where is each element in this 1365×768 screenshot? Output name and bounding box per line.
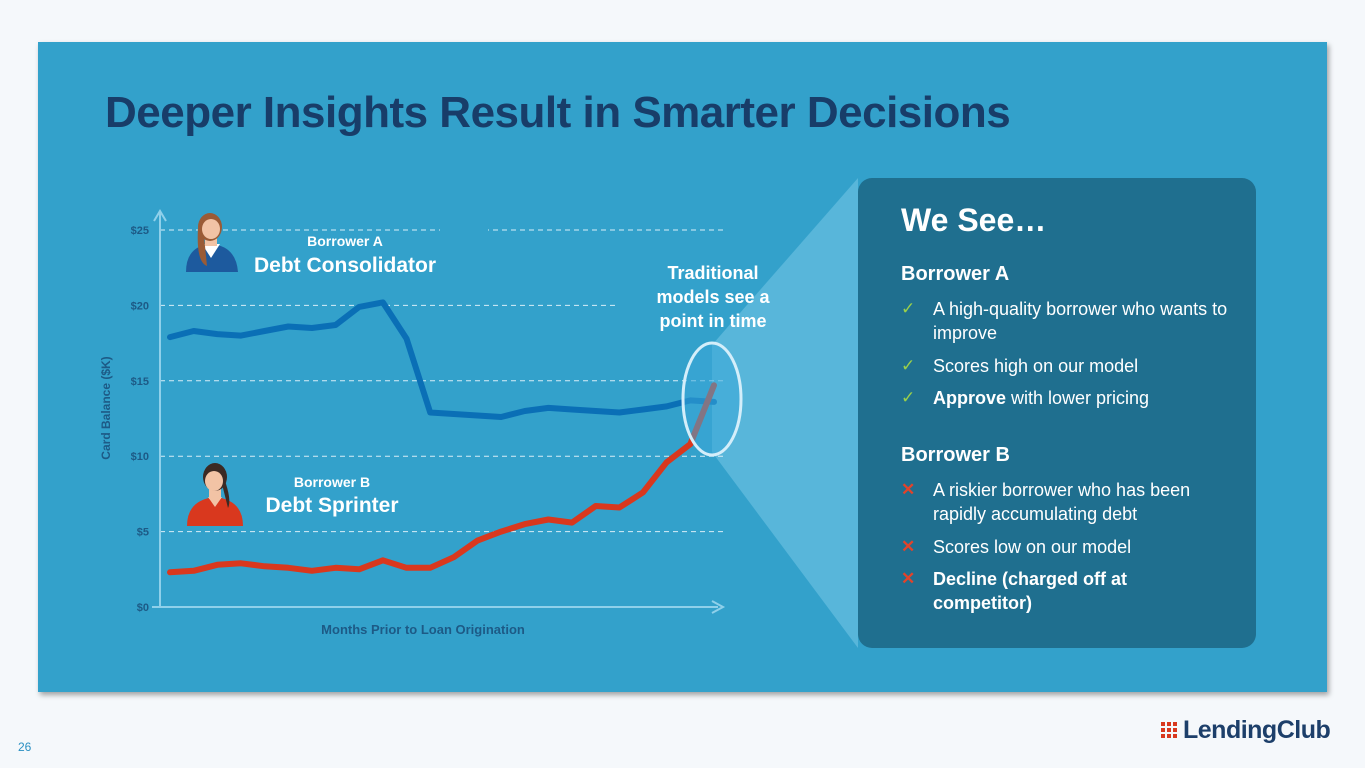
cross-icon: ✕	[901, 569, 916, 588]
y-tick-label: $0	[137, 602, 149, 614]
lendingclub-logo-icon	[1161, 722, 1177, 738]
insights-panel	[858, 178, 1256, 648]
y-tick-label: $15	[131, 376, 149, 388]
borrower-a-item: ✓ A high-quality borrower who wants to i…	[901, 299, 1228, 343]
y-axis-label: Card Balance ($K)	[99, 356, 113, 459]
borrower-b-label: Borrower B	[294, 474, 370, 490]
y-axis-arrow	[153, 209, 167, 222]
borrower-a-item: ✓ Approve with lower pricing	[901, 388, 1150, 408]
borrower-b-avatar-icon	[187, 463, 243, 526]
point-in-time-ellipse	[681, 341, 743, 457]
cross-icon: ✕	[901, 537, 916, 556]
grid-gap	[440, 227, 488, 233]
panel-heading: We See…	[901, 202, 1047, 238]
checkmark-icon: ✓	[901, 388, 916, 407]
zoom-cone	[712, 178, 858, 648]
lendingclub-logo-text: LendingClub	[1183, 716, 1331, 744]
borrower-a-section-title: Borrower A	[901, 263, 1010, 285]
y-tick-label: $20	[131, 300, 149, 312]
borrower-a-avatar-icon	[186, 213, 238, 272]
borrower-b-item: ✕ Scores low on our model	[901, 537, 1132, 557]
point-in-time-callout: Traditional models see a point in time	[656, 263, 770, 331]
y-tick-label: $10	[131, 451, 149, 463]
borrower-a-item: ✓ Scores high on our model	[901, 356, 1139, 376]
borrower-b-item: ✕ A riskier borrower who has been rapidl…	[901, 480, 1191, 524]
y-tick-label: $25	[131, 225, 149, 237]
chart-grid	[160, 227, 724, 533]
borrower-a-label: Borrower A	[307, 233, 383, 249]
x-axis-arrow	[711, 600, 726, 614]
borrower-b-item: ✕ Decline (charged off at competitor)	[901, 569, 1128, 613]
chart-axes	[152, 209, 726, 614]
borrower-b-section-title: Borrower B	[901, 444, 1010, 466]
borrower-a-type-label: Debt Consolidator	[254, 254, 436, 277]
x-axis-label: Months Prior to Loan Origination	[321, 622, 525, 637]
y-tick-label: $5	[137, 527, 149, 539]
page-number: 26	[18, 740, 32, 754]
y-tick-labels: $0 $5 $10 $15 $20 $25	[131, 225, 149, 614]
checkmark-icon: ✓	[901, 299, 916, 318]
series-line-borrower-a	[167, 299, 717, 420]
slide-title: Deeper Insights Result in Smarter Decisi…	[105, 88, 1011, 137]
cross-icon: ✕	[901, 480, 916, 499]
chart-series	[167, 299, 717, 576]
borrower-b-type-label: Debt Sprinter	[265, 494, 398, 517]
checkmark-icon: ✓	[901, 356, 916, 375]
series-line-borrower-b	[167, 382, 717, 576]
